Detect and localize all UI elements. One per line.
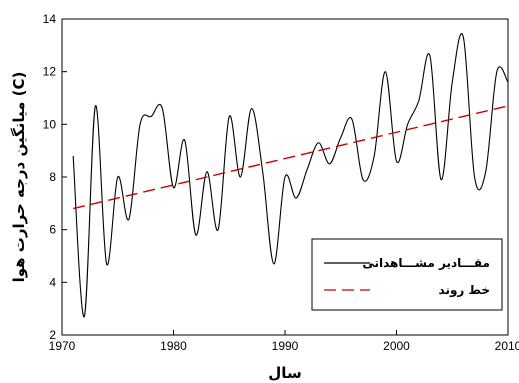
y-tick-label: 8 — [49, 170, 56, 184]
legend-box — [311, 238, 503, 311]
legend-label: مقـــادیر مشـــاهداتی — [362, 256, 490, 270]
x-tick-label: 1970 — [49, 339, 76, 353]
y-tick-label: 4 — [49, 275, 56, 289]
axis-ticks: 1970 1980 1990 2000 2010 2 4 6 8 10 12 14 — [43, 12, 519, 353]
x-tick-label: 1990 — [272, 339, 299, 353]
legend-label: خط روند — [439, 283, 490, 298]
x-tick-label: 1980 — [160, 339, 187, 353]
y-axis-title: میانگین درجه حرارت هوا (C) — [10, 72, 28, 283]
y-tick-label: 14 — [43, 12, 57, 26]
chart-series — [72, 33, 509, 318]
legend: مقـــادیر مشـــاهداتی خط روند — [311, 238, 503, 311]
y-tick-label: 10 — [43, 117, 57, 131]
x-axis-title: سال — [268, 364, 301, 382]
x-tick-label: 2000 — [383, 339, 410, 353]
trend-line — [72, 105, 509, 210]
observed-series-line — [72, 33, 509, 318]
x-tick-label: 2010 — [495, 339, 519, 353]
y-tick-label: 6 — [49, 223, 56, 237]
plot-frame — [61, 18, 509, 336]
y-tick-label: 12 — [43, 65, 57, 79]
y-tick-label: 2 — [49, 328, 56, 342]
